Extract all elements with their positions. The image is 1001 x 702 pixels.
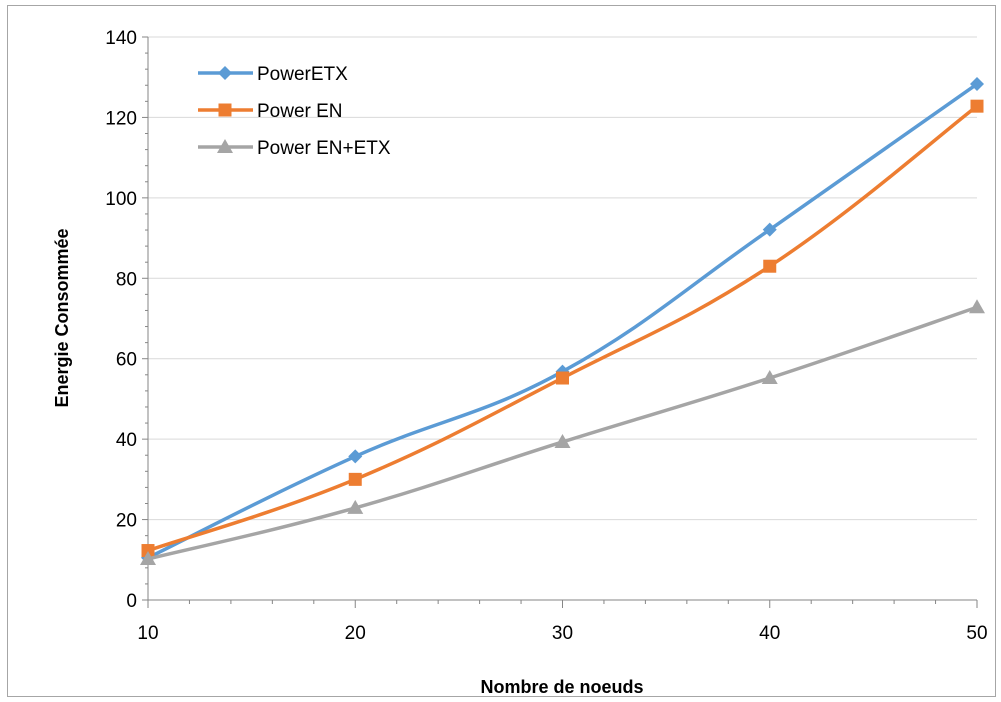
data-point bbox=[969, 299, 985, 314]
y-tick-label: 120 bbox=[105, 108, 137, 129]
gridlines bbox=[148, 36, 977, 521]
data-point bbox=[554, 433, 571, 448]
legend-entry: Power EN+ETX bbox=[198, 138, 391, 159]
legend-marker bbox=[217, 139, 233, 153]
axes: 0 20 40 60 80 100 120 140 10 20 30 40 50 bbox=[105, 28, 987, 644]
y-tick-label: 100 bbox=[105, 189, 137, 210]
data-point bbox=[556, 371, 569, 385]
y-tick-label: 40 bbox=[116, 430, 137, 451]
y-tick-label: 60 bbox=[116, 350, 137, 371]
legend-marker bbox=[218, 66, 232, 80]
x-tick-label: 40 bbox=[759, 623, 780, 644]
y-tick-label: 0 bbox=[126, 591, 137, 612]
data-point bbox=[761, 370, 778, 385]
series-power-en-etx bbox=[140, 299, 985, 565]
data-point bbox=[762, 222, 777, 237]
x-tick-label: 50 bbox=[966, 623, 987, 644]
data-point bbox=[348, 472, 362, 486]
legend-marker bbox=[218, 103, 232, 117]
y-tick-label: 80 bbox=[116, 269, 137, 290]
y-axis-title: Energie Consommée bbox=[52, 228, 72, 407]
data-point bbox=[763, 259, 777, 273]
y-tick-label: 20 bbox=[116, 511, 137, 532]
x-tick-label: 10 bbox=[137, 623, 158, 644]
legend-entry: Power EN bbox=[198, 101, 343, 122]
x-axis-title: Nombre de noeuds bbox=[480, 677, 643, 697]
legend-entry: PowerETX bbox=[198, 64, 348, 85]
series-line bbox=[147, 305, 978, 561]
chart-area bbox=[7, 5, 996, 697]
plot-series bbox=[140, 77, 985, 565]
data-point bbox=[348, 449, 363, 464]
data-point bbox=[141, 544, 155, 558]
legend: PowerETX Power EN Power EN+ETX bbox=[198, 64, 391, 159]
legend-label: Power EN+ETX bbox=[257, 138, 391, 159]
data-point bbox=[970, 99, 984, 113]
data-point bbox=[347, 499, 364, 514]
y-tick-label: 140 bbox=[105, 28, 137, 49]
data-point bbox=[970, 77, 984, 92]
legend-label: PowerETX bbox=[257, 64, 348, 85]
data-point bbox=[140, 550, 156, 565]
legend-label: Power EN bbox=[257, 101, 343, 122]
x-tick-label: 30 bbox=[552, 623, 573, 644]
series-power-en bbox=[141, 99, 984, 558]
x-tick-label: 20 bbox=[345, 623, 366, 644]
